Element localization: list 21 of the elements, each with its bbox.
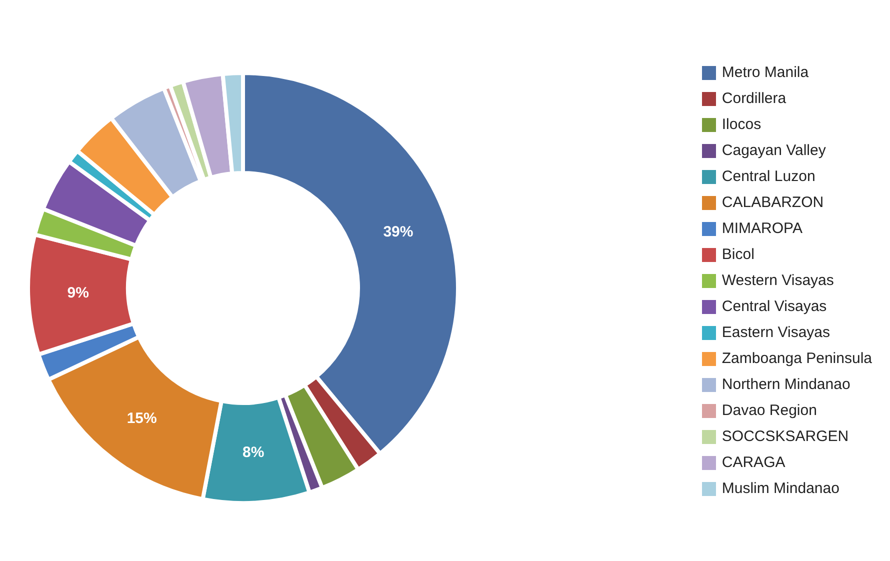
legend-label: Muslim Mindanao — [722, 478, 840, 498]
data-label: 15% — [126, 410, 157, 427]
data-label: 39% — [383, 224, 414, 241]
legend-label: Ilocos — [722, 114, 762, 134]
legend-label: Davao Region — [722, 400, 817, 420]
legend-label: CALABARZON — [722, 192, 824, 212]
data-label: 9% — [67, 284, 89, 302]
legend-label: Central Visayas — [722, 296, 827, 316]
legend-label: SOCCSKSARGEN — [722, 426, 849, 446]
legend-label: Bicol — [722, 244, 754, 264]
legend-label: CARAGA — [722, 452, 786, 472]
legend-label: MIMAROPA — [722, 218, 802, 238]
legend-label: Eastern Visayas — [722, 322, 830, 342]
legend-label: Zamboanga Peninsula — [722, 348, 872, 368]
legend-label: Western Visayas — [722, 270, 834, 290]
legend-label: Cagayan Valley — [722, 140, 826, 160]
legend-label: Northern Mindanao — [722, 374, 850, 394]
legend-label: Metro Manila — [722, 62, 809, 82]
legend-label: Cordillera — [722, 88, 786, 108]
legend-label: Central Luzon — [722, 166, 816, 186]
data-label: 8% — [242, 444, 264, 462]
